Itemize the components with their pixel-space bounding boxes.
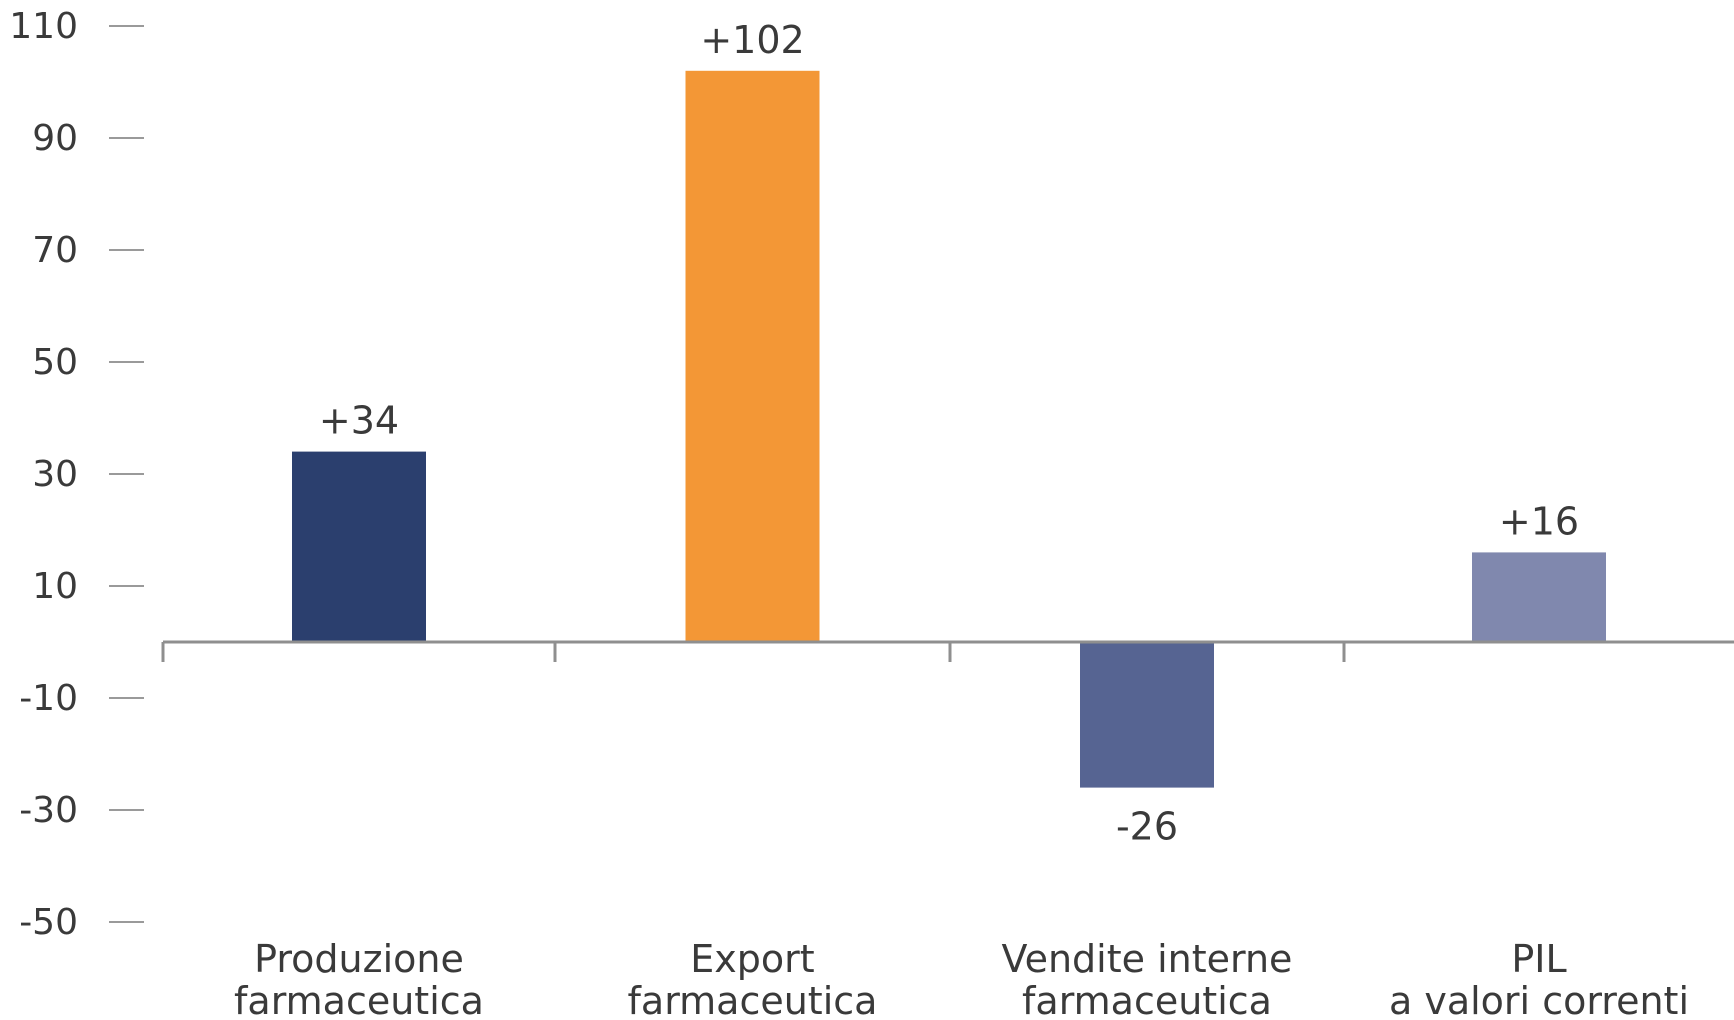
value-labels: +34 +102 -26 +16 (319, 18, 1579, 849)
y-tick-label: 110 (9, 6, 78, 47)
data-label: +16 (1499, 499, 1579, 543)
y-tick-label: -10 (19, 678, 78, 719)
bars (292, 70, 1606, 788)
category-label: a valori correnti (1389, 979, 1689, 1020)
y-tick-label: 70 (32, 230, 78, 271)
bar (1472, 552, 1606, 642)
y-axis: 110 90 70 50 30 10 -10 -30 -50 (9, 6, 144, 943)
y-tick-label: -50 (19, 902, 78, 943)
category-label: farmaceutica (1022, 979, 1272, 1020)
category-label: Export (690, 937, 814, 981)
y-tick-label: 10 (32, 566, 78, 607)
y-tick-label: 90 (32, 118, 78, 159)
bar (1080, 642, 1214, 788)
data-label: -26 (1116, 805, 1178, 849)
y-tick-label: 50 (32, 342, 78, 383)
category-label: farmaceutica (234, 979, 484, 1020)
category-label: farmaceutica (628, 979, 878, 1020)
data-label: +34 (319, 399, 399, 443)
y-tick-label: 30 (32, 454, 78, 495)
y-tick-label: -30 (19, 790, 78, 831)
category-label: Vendite interne (1002, 937, 1293, 981)
category-label: PIL (1511, 937, 1566, 981)
bar (685, 70, 820, 643)
category-labels: ProduzionefarmaceuticaExportfarmaceutica… (234, 937, 1689, 1020)
data-label: +102 (700, 18, 804, 62)
bar (292, 451, 426, 642)
category-label: Produzione (254, 937, 464, 981)
x-axis (161, 640, 1734, 662)
